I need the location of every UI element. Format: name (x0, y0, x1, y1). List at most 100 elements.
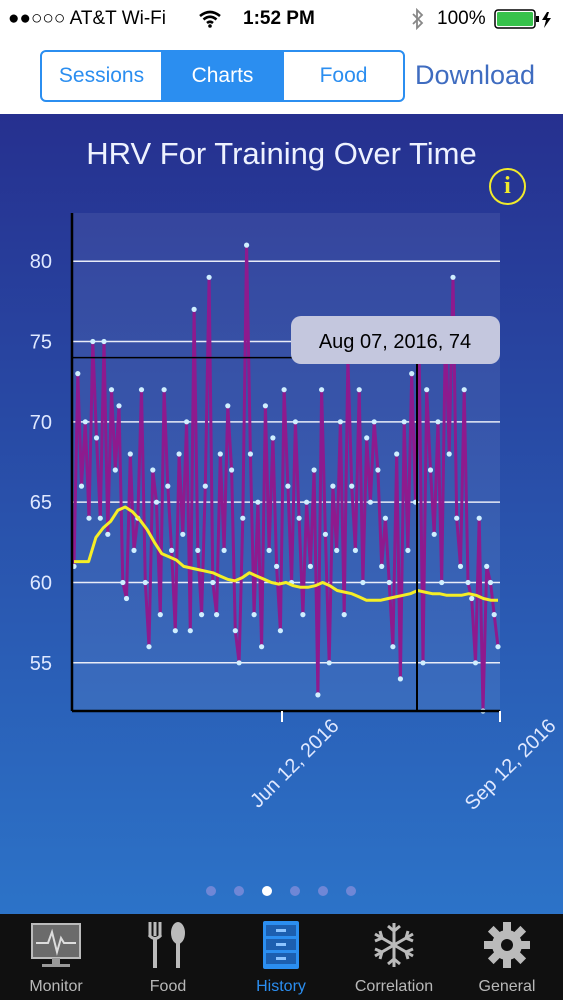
data-point (165, 483, 171, 489)
fork-spoon-icon (147, 922, 185, 968)
data-point (322, 531, 328, 537)
data-point (93, 435, 100, 441)
data-point (397, 676, 403, 682)
data-point (169, 547, 175, 554)
data-point (236, 660, 242, 666)
y-tick-label: 65 (30, 492, 52, 514)
y-tick-label: 80 (30, 251, 52, 273)
data-point (176, 451, 182, 457)
data-point (352, 547, 358, 554)
page-dot[interactable] (206, 886, 216, 896)
data-point (266, 547, 272, 554)
data-point (157, 612, 163, 618)
page-dot[interactable] (346, 886, 356, 896)
y-tick-label: 70 (30, 412, 52, 434)
data-point (277, 628, 283, 634)
data-point (371, 419, 377, 425)
page-dot-active[interactable] (262, 886, 272, 896)
data-point (307, 563, 313, 570)
data-point (356, 387, 362, 393)
chart-title: HRV For Training Over Time (86, 136, 477, 171)
x-tick-label-sep: Sep 12, 2016 (461, 715, 561, 815)
data-point (221, 547, 227, 554)
y-tick-label: 55 (30, 653, 52, 675)
data-point (375, 467, 381, 473)
data-point (379, 563, 385, 570)
navigation-bar: Sessions Charts Food Download (0, 38, 563, 115)
data-point (214, 612, 220, 618)
status-bar: ●●○○○ AT&T Wi-Fi 1:52 PM 100% (0, 0, 563, 38)
data-point (330, 483, 336, 489)
data-point (315, 692, 321, 698)
hrv-chart[interactable]: 55 60 65 70 75 80 Jun 12, 2016 Sep 12, 2016 A… (0, 0, 563, 914)
data-point (251, 612, 257, 618)
data-point (349, 483, 355, 489)
data-point (184, 419, 190, 425)
data-point (484, 563, 490, 570)
tab-food[interactable]: Food (112, 914, 224, 1000)
data-point (337, 419, 343, 425)
data-point (382, 515, 388, 521)
data-point (465, 579, 471, 586)
segment-food[interactable]: Food (282, 52, 403, 100)
data-point (262, 403, 268, 409)
data-point (86, 515, 92, 521)
data-point (229, 467, 235, 473)
data-point (202, 483, 208, 489)
data-point (112, 467, 118, 473)
tooltip: Aug 07, 2016, 74 (291, 316, 500, 364)
data-point (431, 531, 437, 537)
tab-label: Food (149, 978, 187, 995)
page-dot[interactable] (234, 886, 244, 896)
data-point (217, 451, 223, 457)
page-dot[interactable] (290, 886, 300, 896)
moving-average-line (74, 505, 498, 602)
tab-label: History (256, 978, 306, 995)
carrier-label: ●●○○○ AT&T Wi-Fi (8, 8, 167, 29)
data-point (405, 547, 411, 554)
data-point (191, 306, 197, 312)
data-point (120, 579, 126, 586)
data-point (341, 612, 347, 618)
data-point (427, 467, 434, 473)
data-point (244, 242, 250, 248)
data-point (172, 628, 178, 634)
data-point (206, 274, 212, 280)
x-tick-label-jun: Jun 12, 2016 (246, 715, 343, 812)
data-point (367, 499, 373, 505)
data-point (101, 338, 107, 345)
info-icon[interactable]: i (489, 168, 526, 205)
segment-sessions[interactable]: Sessions (58, 64, 145, 87)
data-point (108, 387, 115, 393)
page-indicator[interactable] (0, 886, 563, 904)
data-point (296, 515, 302, 521)
tooltip-box (291, 316, 500, 364)
data-point (491, 612, 497, 618)
data-point (225, 403, 231, 409)
tab-general[interactable]: General (451, 914, 563, 1000)
data-point (439, 579, 445, 586)
tab-correlation[interactable]: Correlation (338, 914, 450, 1000)
data-point (420, 660, 426, 666)
battery-icon (494, 9, 551, 29)
page-dot[interactable] (318, 886, 328, 896)
hrv-line (72, 243, 500, 713)
segment-charts[interactable]: Charts (161, 52, 282, 100)
segmented-control: Sessions Charts Food (40, 50, 405, 102)
wifi-icon (199, 10, 221, 28)
data-point (394, 451, 400, 457)
data-point (123, 595, 130, 602)
data-point (75, 371, 81, 377)
data-point (454, 515, 460, 521)
tab-monitor[interactable]: Monitor (0, 914, 112, 1000)
data-point (457, 563, 464, 570)
data-point (187, 628, 193, 634)
download-button[interactable]: Download (415, 60, 536, 90)
data-point (300, 612, 306, 618)
tab-history[interactable]: History (225, 914, 337, 1000)
data-point (319, 387, 325, 393)
battery-percent: 100% (437, 8, 486, 29)
data-point (386, 579, 392, 586)
data-point (232, 628, 238, 634)
data-point (240, 515, 246, 521)
